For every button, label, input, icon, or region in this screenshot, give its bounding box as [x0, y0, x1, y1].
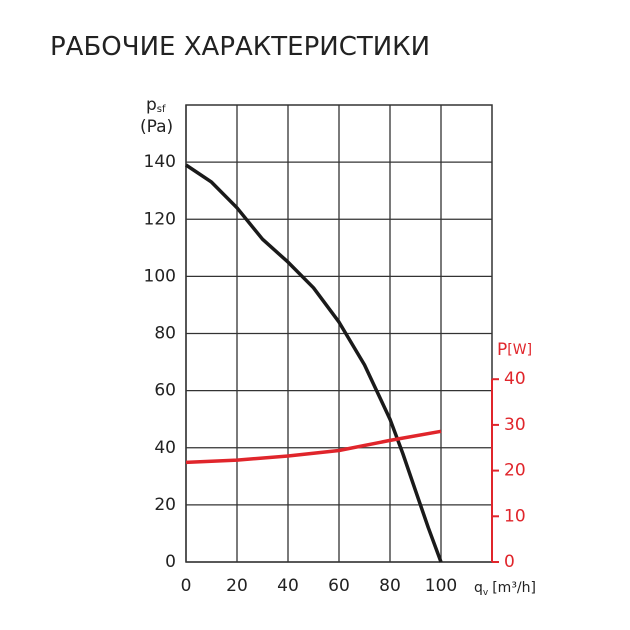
y-tick-label: 100 — [144, 266, 176, 286]
series-line — [185, 429, 442, 465]
x-label-unit: [m³/h] — [492, 580, 536, 596]
y-label-sub: sf — [157, 104, 166, 115]
y-tick-label: 80 — [154, 324, 176, 344]
y-tick-label: 140 — [144, 152, 176, 172]
chart-title: РАБОЧИЕ ХАРАКТЕРИСТИКИ — [50, 32, 430, 62]
x-label: qv [m³/h] — [474, 580, 536, 598]
x-tick-label: 60 — [328, 576, 350, 596]
y-tick-label: 40 — [154, 438, 176, 458]
y2-tick-label: 40 — [504, 369, 526, 389]
y-tick-label: 60 — [154, 381, 176, 401]
y2-tick-label: 10 — [504, 506, 526, 526]
x-tick-label: 100 — [425, 576, 457, 596]
y2-tick-label: 30 — [504, 415, 526, 435]
y-tick-label: 0 — [165, 552, 176, 572]
x-tick-label: 80 — [379, 576, 401, 596]
x-tick-label: 0 — [181, 576, 192, 596]
series-line — [185, 163, 443, 563]
x-tick-label: 20 — [226, 576, 248, 596]
y2-label: P[W] — [497, 340, 532, 360]
y2-tick-label: 0 — [504, 552, 515, 572]
y-tick-label: 20 — [154, 495, 176, 515]
y-label-symbol: p — [146, 95, 157, 115]
y-tick-label: 120 — [144, 209, 176, 229]
x-tick-label: 40 — [277, 576, 299, 596]
y2-label-unit: [W] — [507, 342, 532, 358]
y-label: psf — [146, 95, 166, 115]
y2-tick-label: 20 — [504, 461, 526, 481]
y-label-unit: (Pa) — [140, 117, 173, 137]
x-label-sub: v — [483, 588, 489, 598]
y2-label-symbol: P — [497, 340, 507, 360]
plot-frame — [185, 104, 493, 563]
x-label-symbol: q — [474, 580, 483, 596]
